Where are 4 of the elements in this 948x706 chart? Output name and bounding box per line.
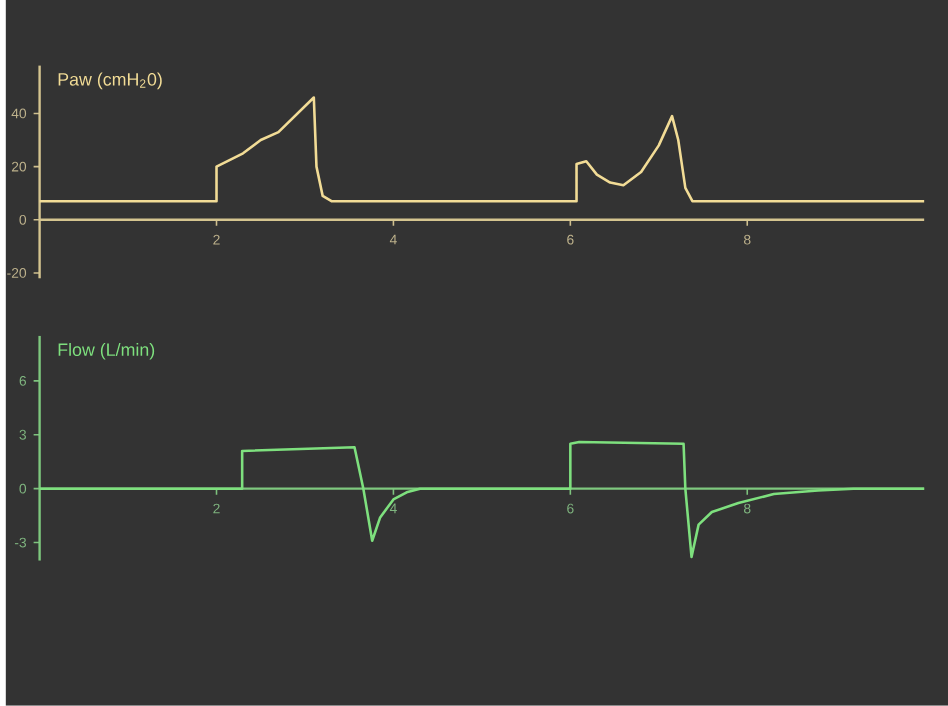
line-series — [38, 96, 926, 203]
y-axis-title: Paw (cmH$_{2}$0) — [58, 72, 162, 90]
y-axis-title: Flow (L/min) — [58, 343, 155, 360]
line-series — [38, 440, 926, 559]
